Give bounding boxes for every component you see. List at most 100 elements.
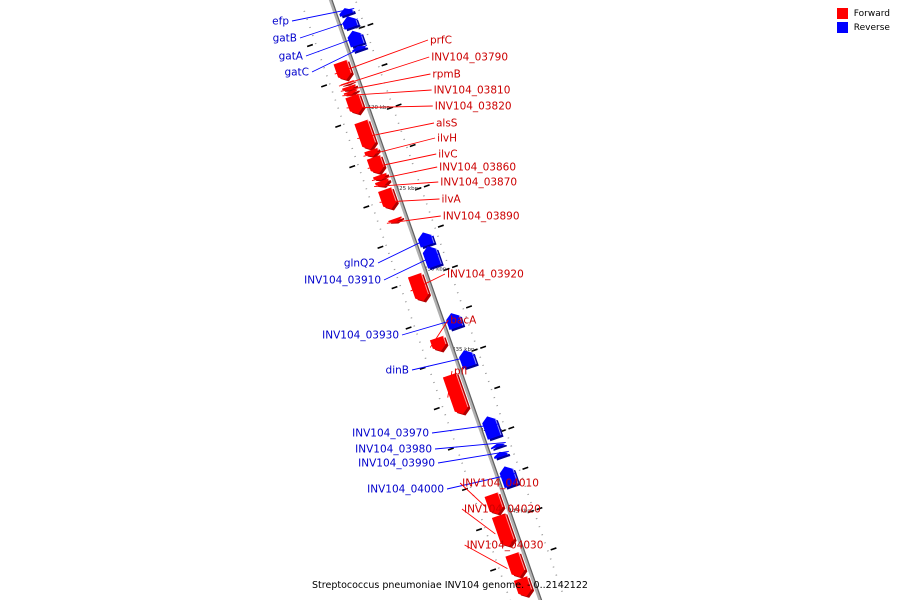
gene-arrow[interactable]: [442, 372, 468, 414]
gene-arrow[interactable]: [347, 30, 365, 48]
gene-arrow[interactable]: [333, 59, 352, 80]
gene-highlight: [385, 172, 388, 175]
minor-tick: [497, 567, 500, 569]
minor-tick: [507, 437, 510, 439]
gene-INV104_03930[interactable]: [446, 313, 466, 332]
gene-arrow[interactable]: [493, 451, 508, 460]
gene-label[interactable]: INV104_03970: [352, 428, 429, 440]
gene-label[interactable]: ilvH: [437, 133, 457, 145]
gene-arrow[interactable]: [366, 155, 384, 174]
gene-highlight: [455, 372, 469, 408]
gene-gatB[interactable]: [342, 16, 361, 32]
gene-INV104_04020[interactable]: [491, 513, 517, 548]
gene-INV104_03820[interactable]: [345, 93, 366, 116]
gene-highlight: [379, 154, 385, 167]
gene-arrow[interactable]: [491, 513, 515, 547]
gene-dinB[interactable]: [459, 350, 479, 371]
gene-label[interactable]: glnQ2: [344, 258, 375, 270]
gene-ilvC[interactable]: [366, 154, 387, 176]
gene-label[interactable]: INV104_04020: [464, 504, 541, 516]
gene-alsS[interactable]: [354, 119, 379, 151]
gene-INV104_03980[interactable]: [490, 443, 507, 451]
label-leader: [342, 89, 432, 97]
gene-arrow[interactable]: [490, 443, 505, 450]
gene-shadow: [354, 47, 369, 54]
gene-arrow[interactable]: [446, 313, 463, 330]
gene-arrow[interactable]: [364, 147, 379, 157]
gene-arrow[interactable]: [505, 552, 525, 577]
label-leader: [299, 18, 359, 39]
minor-tick: [390, 260, 393, 263]
gene-arrow[interactable]: [342, 16, 358, 30]
gene-shadow: [346, 90, 360, 97]
label-leader: [291, 7, 355, 22]
gene-prfC[interactable]: [333, 59, 354, 82]
gene-arrow[interactable]: [378, 187, 397, 210]
gene-arrow[interactable]: [340, 80, 355, 86]
gene-arrow[interactable]: [345, 93, 364, 114]
gene-label[interactable]: pfl: [454, 366, 467, 378]
gene-label[interactable]: alsS: [436, 118, 458, 130]
minor-tick: [314, 42, 317, 45]
medium-tick: [465, 305, 473, 309]
minor-tick: [513, 453, 515, 455]
tick-label: 420 kbp: [367, 105, 390, 111]
gene-label[interactable]: INV104_03980: [355, 444, 432, 456]
gene-label[interactable]: rpmB: [432, 69, 460, 81]
gene-label[interactable]: INV104_03810: [434, 85, 511, 97]
gene-pfl[interactable]: [442, 372, 471, 416]
gene-label[interactable]: INV104_03920: [447, 269, 524, 281]
legend-label-reverse: Reverse: [853, 22, 890, 33]
gene-label[interactable]: gatA: [279, 51, 304, 63]
gene-arrow[interactable]: [513, 576, 532, 597]
gene-arrow[interactable]: [343, 88, 358, 95]
gene-label[interactable]: ilvA: [441, 194, 461, 206]
gene-label[interactable]: ilvC: [438, 149, 457, 161]
medium-tick: [437, 224, 444, 228]
gene-INV104_03990[interactable]: [493, 451, 511, 461]
gene-ilvA[interactable]: [378, 187, 399, 211]
minor-tick: [351, 147, 354, 150]
minor-tick: [546, 550, 549, 552]
gene-label[interactable]: INV104_03820: [435, 101, 512, 113]
gene-label[interactable]: INV104_03790: [431, 52, 508, 64]
gene-highlight: [358, 93, 364, 107]
gene-label[interactable]: efp: [272, 16, 289, 28]
gene-arrow[interactable]: [388, 216, 402, 223]
gene-label[interactable]: dinB: [386, 365, 409, 377]
gene-INV104_04030[interactable]: [505, 551, 528, 579]
gene-INV104_04010[interactable]: [484, 492, 506, 516]
gene-arrow[interactable]: [484, 492, 503, 515]
medium-tick: [335, 124, 342, 128]
gene-label[interactable]: INV104_04010: [462, 478, 539, 490]
gene-label[interactable]: INV104_04000: [367, 484, 444, 496]
gene-glnQ2[interactable]: [417, 232, 437, 250]
gene-arrow[interactable]: [372, 172, 387, 180]
gene-arrow[interactable]: [429, 335, 446, 352]
gene-label[interactable]: INV104_03930: [322, 330, 399, 342]
gene-label[interactable]: INV104_03910: [304, 275, 381, 287]
gene-arrow[interactable]: [459, 350, 477, 369]
minor-tick: [413, 325, 416, 327]
gene-arrow[interactable]: [374, 178, 389, 187]
gene-label[interactable]: INV104_03890: [443, 211, 520, 223]
gene-label[interactable]: INV104_03990: [358, 458, 435, 470]
label-leader: [464, 544, 508, 570]
gene-bacA[interactable]: [429, 335, 449, 353]
gene-arrow[interactable]: [354, 119, 376, 150]
gene-label[interactable]: INV104_04030: [467, 540, 544, 552]
gene-label[interactable]: gatB: [273, 33, 297, 45]
gene-unnamed-30[interactable]: [513, 576, 535, 598]
gene-INV104_03810[interactable]: [343, 88, 360, 97]
minor-tick: [468, 324, 470, 326]
gene-label[interactable]: bacA: [450, 315, 477, 327]
gene-label[interactable]: gatC: [284, 67, 309, 79]
gene-label[interactable]: INV104_03860: [439, 162, 516, 174]
gene-gatA[interactable]: [347, 30, 367, 50]
gene-label[interactable]: prfC: [430, 35, 452, 47]
legend: Forward Reverse: [836, 8, 890, 36]
gene-INV104_03790[interactable]: [340, 79, 357, 87]
gene-arrow[interactable]: [341, 84, 356, 91]
gene-label[interactable]: INV104_03870: [440, 177, 517, 189]
